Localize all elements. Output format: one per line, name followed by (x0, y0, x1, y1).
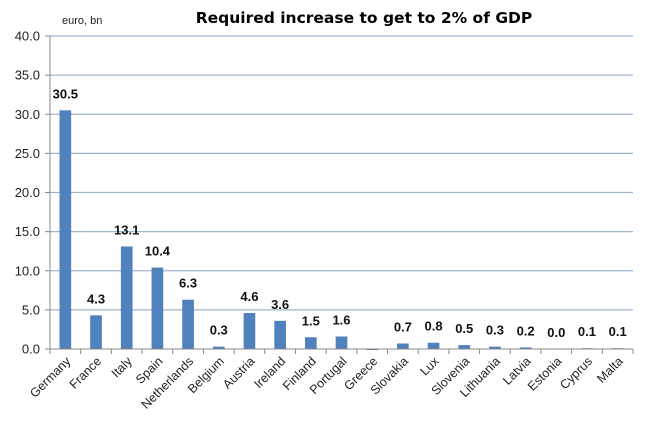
data-label: 0.1 (578, 324, 596, 339)
y-tick-label: 15.0 (15, 224, 40, 239)
y-axis-ticks: 0.0 5.0 10.0 15.0 20.0 25.0 30.0 35.0 40.0 (15, 29, 50, 357)
y-tick-label: 35.0 (15, 68, 40, 83)
bar-italy (120, 246, 133, 349)
data-label: 0.5 (455, 321, 473, 336)
bar-lithuania (489, 346, 501, 349)
bar-austria (243, 313, 256, 349)
data-label: 0.7 (394, 320, 412, 335)
gridlines (50, 35, 633, 311)
data-label: 0.3 (210, 323, 228, 338)
data-label: 0.8 (425, 319, 443, 334)
y-tick-label: 0.0 (22, 342, 40, 357)
axes (49, 36, 634, 354)
y-tick-label: 20.0 (15, 185, 40, 200)
y-tick-label: 10.0 (15, 263, 40, 278)
bar-slovakia (397, 343, 409, 349)
bar-lux (427, 342, 440, 349)
y-axis-unit-label: euro, bn (62, 15, 102, 27)
x-tick-label: Lux (418, 354, 443, 379)
y-tick-label: 30.0 (15, 107, 40, 122)
data-label: 0.2 (517, 323, 535, 338)
data-label: 0.3 (486, 323, 504, 338)
x-tick-label: Malta (594, 354, 626, 386)
bar-finland (304, 337, 317, 349)
data-label: 1.6 (332, 312, 350, 327)
data-label: 30.5 (53, 86, 78, 101)
data-label: 3.6 (271, 297, 289, 312)
data-label: 0.1 (609, 324, 627, 339)
bar-spain (151, 267, 164, 349)
x-tick-label: Estonia (525, 354, 564, 393)
y-tick-label: 40.0 (15, 29, 40, 44)
data-label: 6.3 (179, 276, 197, 291)
x-tick-label: Cyprus (557, 354, 595, 392)
bar-france (90, 315, 102, 349)
bar-ireland (274, 320, 286, 349)
x-tick-label: Austria (220, 354, 257, 391)
data-label: 10.4 (145, 244, 171, 259)
x-tick-label: Italy (109, 354, 136, 381)
bar-germany (59, 110, 72, 350)
data-label: 4.3 (87, 291, 105, 306)
y-tick-label: 25.0 (15, 146, 40, 161)
data-label: 13.1 (114, 222, 139, 237)
bar-portugal (335, 336, 348, 349)
bar-netherlands (182, 299, 194, 349)
data-label: 4.6 (240, 289, 258, 304)
y-tick-label: 5.0 (22, 302, 40, 317)
chart-title: Required increase to get to 2% of GDP (196, 9, 533, 27)
x-tick-label: France (67, 354, 104, 391)
data-label: 0.0 (547, 325, 565, 340)
data-labels: 30.5 4.3 13.1 10.4 6.3 0.3 4.6 3.6 1.5 1.6 0.7 0.8 0… (53, 86, 627, 340)
x-tick-label: Germany (27, 354, 74, 401)
bar-latvia (519, 347, 532, 349)
data-label: 1.5 (302, 313, 320, 328)
bar-slovenia (458, 345, 471, 349)
bar-belgium (212, 346, 225, 349)
